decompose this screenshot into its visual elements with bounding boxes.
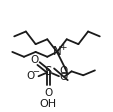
Text: +: + [59, 43, 66, 52]
Text: O: O [26, 71, 35, 81]
Text: O: O [59, 66, 67, 76]
Text: −: − [32, 67, 39, 76]
Text: O: O [44, 88, 52, 98]
Text: O: O [30, 55, 38, 65]
Text: N: N [52, 45, 61, 58]
Text: S: S [44, 65, 52, 78]
Text: O: O [59, 72, 67, 82]
Text: OH: OH [39, 99, 56, 109]
